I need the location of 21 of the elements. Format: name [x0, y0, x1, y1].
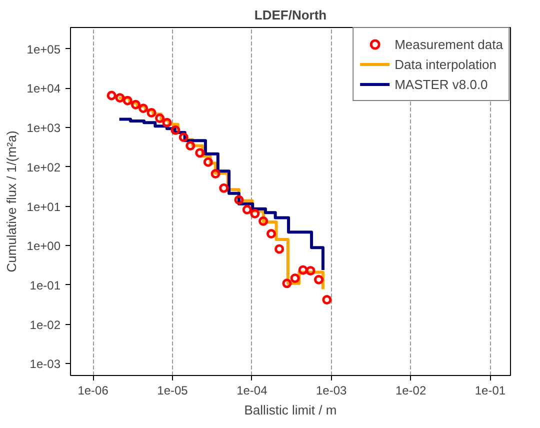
x-tick-label: 1e-03 — [316, 384, 348, 398]
x-tick-label: 1e-02 — [395, 384, 426, 398]
y-axis-title: Cumulative flux / 1/(m²a) — [4, 130, 19, 272]
y-tick-label: 1e+05 — [26, 42, 61, 56]
chart-title: LDEF/North — [254, 8, 327, 22]
y-tick-label: 1e+02 — [26, 160, 61, 174]
legend-label: Measurement data — [394, 36, 503, 52]
x-tick-label: 1e-04 — [236, 384, 268, 398]
x-tick-label: 1e-06 — [78, 384, 109, 398]
x-tick-label: 1e-05 — [157, 384, 188, 398]
y-tick-label: 1e+00 — [26, 239, 61, 254]
legend-label: MASTER v8.0.0 — [394, 76, 488, 92]
x-axis-title: Ballistic limit / m — [244, 402, 337, 418]
y-tick-label: 1e-01 — [30, 278, 61, 292]
y-tick-label: 1e+04 — [26, 82, 61, 96]
y-tick-label: 1e-02 — [30, 318, 61, 332]
y-tick-label: 1e+03 — [26, 121, 61, 136]
legend-label: Data interpolation — [394, 56, 496, 72]
x-tick-label: 1e-01 — [474, 384, 506, 398]
y-tick-label: 1e+01 — [26, 200, 61, 214]
y-tick-label: 1e-03 — [30, 357, 61, 372]
